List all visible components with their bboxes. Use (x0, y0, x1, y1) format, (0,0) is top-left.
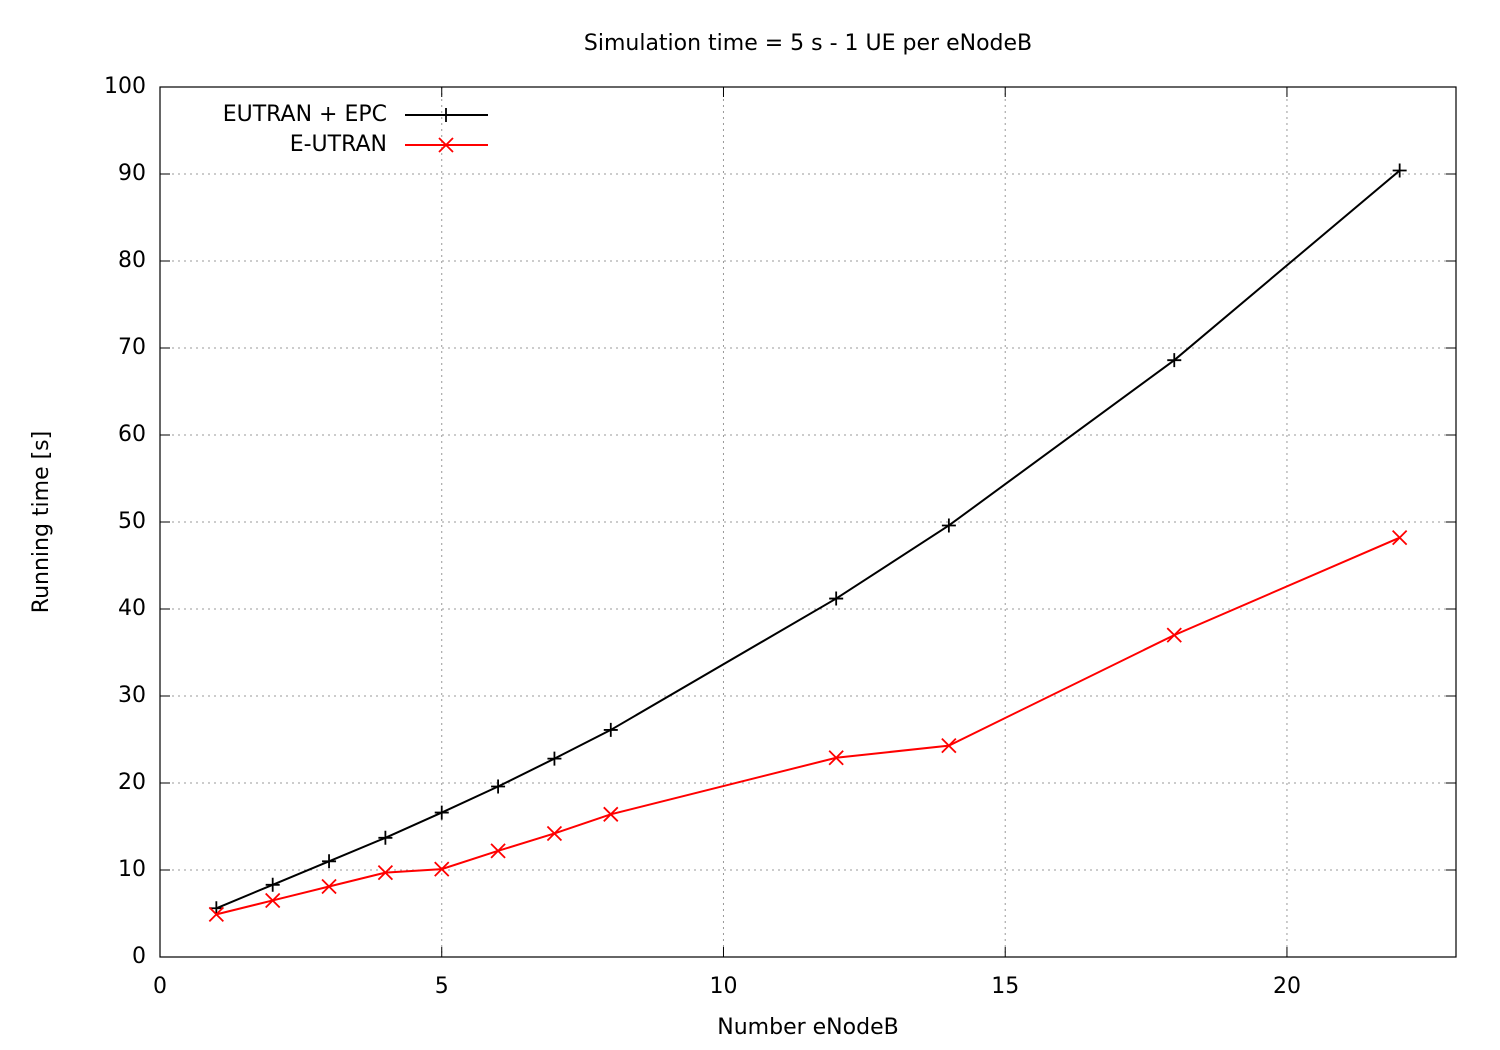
marker (377, 864, 394, 881)
marker (1167, 353, 1182, 368)
marker (829, 591, 844, 606)
marker (434, 805, 449, 820)
marker (208, 906, 224, 923)
y-tick-label: 50 (118, 509, 146, 534)
y-tick-label: 40 (118, 596, 146, 621)
marker (490, 843, 506, 859)
y-tick-label: 60 (118, 422, 146, 447)
marker (941, 518, 956, 533)
marker (438, 137, 454, 153)
plot-frame (159, 86, 1457, 958)
marker (1166, 627, 1182, 643)
x-tick-label: 20 (1273, 974, 1301, 999)
x-tick-label: 15 (991, 974, 1019, 999)
marker (1392, 163, 1407, 178)
y-tick-label: 100 (104, 74, 146, 99)
marker (439, 108, 453, 122)
y-tick-label: 90 (118, 161, 146, 186)
y-tick-label: 30 (118, 683, 146, 708)
marker (321, 878, 337, 895)
series-line (216, 536, 1401, 916)
y-tick-label: 80 (118, 248, 146, 273)
marker (265, 877, 280, 892)
marker (828, 750, 844, 766)
y-tick-label: 20 (118, 770, 146, 795)
y-tick-label: 10 (118, 857, 146, 882)
marker (322, 854, 337, 869)
x-tick-label: 10 (709, 974, 737, 999)
legend-label: E-UTRAN (290, 132, 387, 157)
marker (603, 722, 618, 737)
marker (1392, 530, 1408, 546)
x-tick-label: 0 (153, 974, 167, 999)
marker (941, 737, 957, 754)
marker (265, 892, 281, 909)
chart-title: Simulation time = 5 s - 1 UE per eNodeB (584, 31, 1032, 56)
y-axis-label: Running time [s] (29, 431, 54, 613)
marker (209, 901, 224, 916)
marker (378, 830, 393, 845)
marker (491, 779, 506, 794)
legend-label: EUTRAN + EPC (223, 102, 387, 127)
marker (547, 751, 562, 766)
marker (603, 806, 619, 822)
marker (546, 825, 563, 842)
y-tick-label: 0 (132, 944, 146, 969)
series-line (215, 169, 1401, 910)
x-tick-label: 5 (435, 974, 449, 999)
x-axis-label: Number eNodeB (717, 1015, 898, 1040)
y-tick-label: 70 (118, 335, 146, 360)
marker (434, 861, 450, 877)
